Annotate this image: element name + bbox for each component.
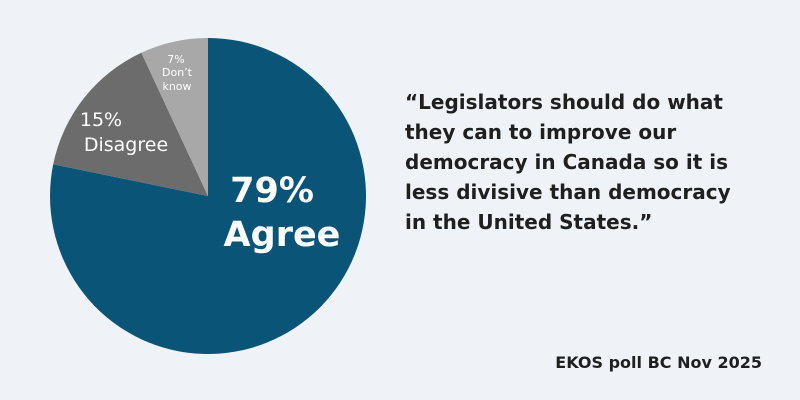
pie-slice-don-t-know	[141, 38, 208, 196]
quote-line: less divisive than democracy	[405, 180, 731, 204]
slice-label-agree-name: Agree	[224, 215, 341, 255]
slice-label-agree-percent: 79%	[230, 171, 314, 211]
quote-line: they can to improve our	[405, 120, 677, 144]
pie-slice-disagree	[53, 52, 208, 196]
quote-line: “Legislators should do what	[405, 90, 723, 114]
slice-label-dontknow-name-2: know	[162, 80, 191, 93]
slice-label-disagree-percent: 15%	[80, 109, 122, 131]
quote-line: democracy in Canada so it is	[405, 150, 729, 174]
pie-chart: 79% Agree 15% Disagree 7% Don’t know	[49, 38, 367, 354]
slice-label-dontknow-percent: 7%	[167, 53, 184, 66]
source-credit: EKOS poll BC Nov 2025	[555, 353, 762, 372]
slice-label-disagree-name: Disagree	[84, 134, 168, 156]
slice-label-dontknow-name-1: Don’t	[162, 66, 193, 79]
poll-question-quote: “Legislators should do what they can to …	[405, 87, 785, 237]
quote-line: in the United States.”	[405, 210, 653, 234]
